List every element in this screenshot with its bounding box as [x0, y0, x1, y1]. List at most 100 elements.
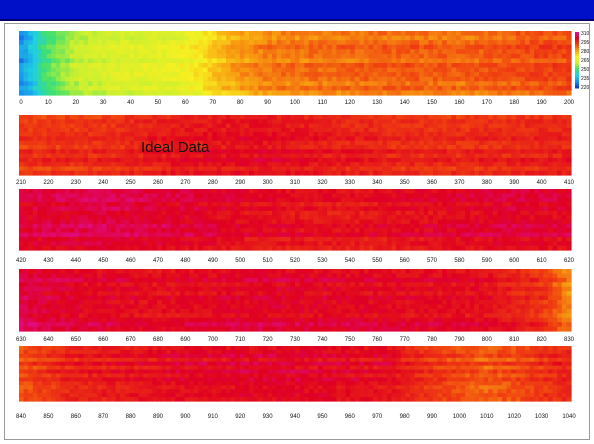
- heatmap-cell: [193, 223, 199, 229]
- heatmap-cell: [364, 166, 370, 172]
- heatmap-cell: [42, 35, 48, 41]
- heatmap-cell: [488, 49, 494, 55]
- heatmap-cell: [520, 127, 526, 133]
- heatmap-cell: [313, 132, 319, 138]
- heatmap-cell: [60, 189, 66, 194]
- heatmap-cell: [327, 219, 333, 225]
- heatmap-cell: [124, 241, 130, 247]
- heatmap-cell: [258, 119, 264, 125]
- heatmap-cell: [336, 72, 342, 78]
- heatmap-cell: [387, 140, 393, 146]
- heatmap-cell: [460, 123, 466, 129]
- heatmap-cell: [97, 72, 103, 78]
- heatmap-cell: [157, 162, 163, 168]
- heatmap-cell: [170, 206, 176, 212]
- heatmap-cell: [331, 123, 337, 129]
- heatmap-cell: [350, 236, 356, 242]
- heatmap-cell: [189, 115, 195, 120]
- heatmap-cell: [221, 202, 227, 208]
- heatmap-cell: [226, 76, 232, 82]
- heatmap-cell: [281, 166, 287, 172]
- heatmap-cell: [446, 123, 452, 129]
- heatmap-cell: [304, 132, 310, 138]
- heatmap-cell: [465, 31, 471, 37]
- heatmap-cell: [336, 119, 342, 125]
- heatmap-cell: [538, 58, 544, 64]
- heatmap-cell: [566, 63, 572, 69]
- heatmap-cell: [387, 145, 393, 150]
- heatmap-cell: [538, 193, 544, 199]
- heatmap-cell: [101, 67, 107, 73]
- heatmap-cell: [51, 193, 57, 199]
- heatmap-cell: [69, 58, 75, 64]
- heatmap-cell: [345, 132, 351, 138]
- heatmap-cell: [313, 85, 319, 92]
- heatmap-cell: [184, 132, 190, 138]
- heatmap-cell: [216, 228, 222, 234]
- heatmap-cell: [290, 127, 296, 133]
- heatmap-cell: [460, 132, 466, 138]
- heatmap-cell: [469, 63, 475, 69]
- heatmap-cell: [428, 202, 434, 208]
- heatmap-cell: [548, 76, 554, 82]
- x-tick-label: 250: [126, 180, 137, 186]
- heatmap-cell: [216, 157, 222, 163]
- x-tick-label: 200: [564, 100, 575, 106]
- heatmap-cell: [235, 140, 241, 146]
- heatmap-cell: [414, 44, 420, 50]
- heatmap-cell: [483, 115, 489, 120]
- heatmap-cell: [37, 210, 43, 216]
- heatmap-cell: [184, 145, 190, 150]
- heatmap-cell: [28, 219, 34, 225]
- heatmap-cell: [198, 85, 204, 92]
- heatmap-cell: [308, 215, 314, 221]
- heatmap-cell: [520, 153, 526, 159]
- heatmap-cell: [51, 206, 57, 212]
- heatmap-cell: [143, 157, 149, 163]
- heatmap-cell: [193, 90, 199, 96]
- heatmap-cell: [373, 140, 379, 146]
- heatmap-cell: [331, 58, 337, 64]
- heatmap-cell: [216, 53, 222, 60]
- heatmap-cell: [51, 189, 57, 194]
- heatmap-cell: [106, 49, 112, 55]
- heatmap-cell: [32, 153, 38, 159]
- heatmap-cell: [230, 67, 236, 73]
- heatmap-cell: [341, 81, 347, 87]
- heatmap-cell: [88, 215, 94, 221]
- heatmap-cell: [561, 170, 567, 176]
- heatmap-cell: [124, 162, 130, 168]
- heatmap-cell: [32, 35, 38, 41]
- heatmap-cell: [515, 119, 521, 125]
- heatmap-cell: [341, 76, 347, 82]
- heatmap-cell: [235, 76, 241, 82]
- heatmap-cell: [483, 81, 489, 87]
- heatmap-cell: [543, 115, 549, 120]
- heatmap-cell: [566, 49, 572, 55]
- heatmap-cell: [313, 210, 319, 216]
- heatmap-cell: [253, 53, 259, 60]
- heatmap-cell: [290, 157, 296, 163]
- heatmap-cell: [446, 40, 452, 46]
- heatmap-cell: [193, 210, 199, 216]
- heatmap-cell: [74, 157, 80, 163]
- heatmap-cell: [239, 140, 245, 146]
- heatmap-cell: [400, 236, 406, 242]
- heatmap-cell: [497, 228, 503, 234]
- heatmap-cell: [341, 145, 347, 150]
- heatmap-cell: [51, 136, 57, 142]
- heatmap-cell: [331, 35, 337, 41]
- heatmap-cell: [115, 149, 121, 155]
- heatmap-cell: [235, 228, 241, 234]
- heatmap-cell: [276, 223, 282, 229]
- heatmap-cell: [120, 210, 126, 216]
- heatmap-cell: [295, 236, 301, 242]
- heatmap-cell: [451, 35, 457, 41]
- heatmap-cell: [345, 58, 351, 64]
- heatmap-cell: [299, 241, 305, 247]
- heatmap-cell: [483, 215, 489, 221]
- heatmap-cell: [327, 223, 333, 229]
- heatmap-cell: [410, 58, 416, 64]
- heatmap-cell: [377, 232, 383, 238]
- heatmap-cell: [492, 81, 498, 87]
